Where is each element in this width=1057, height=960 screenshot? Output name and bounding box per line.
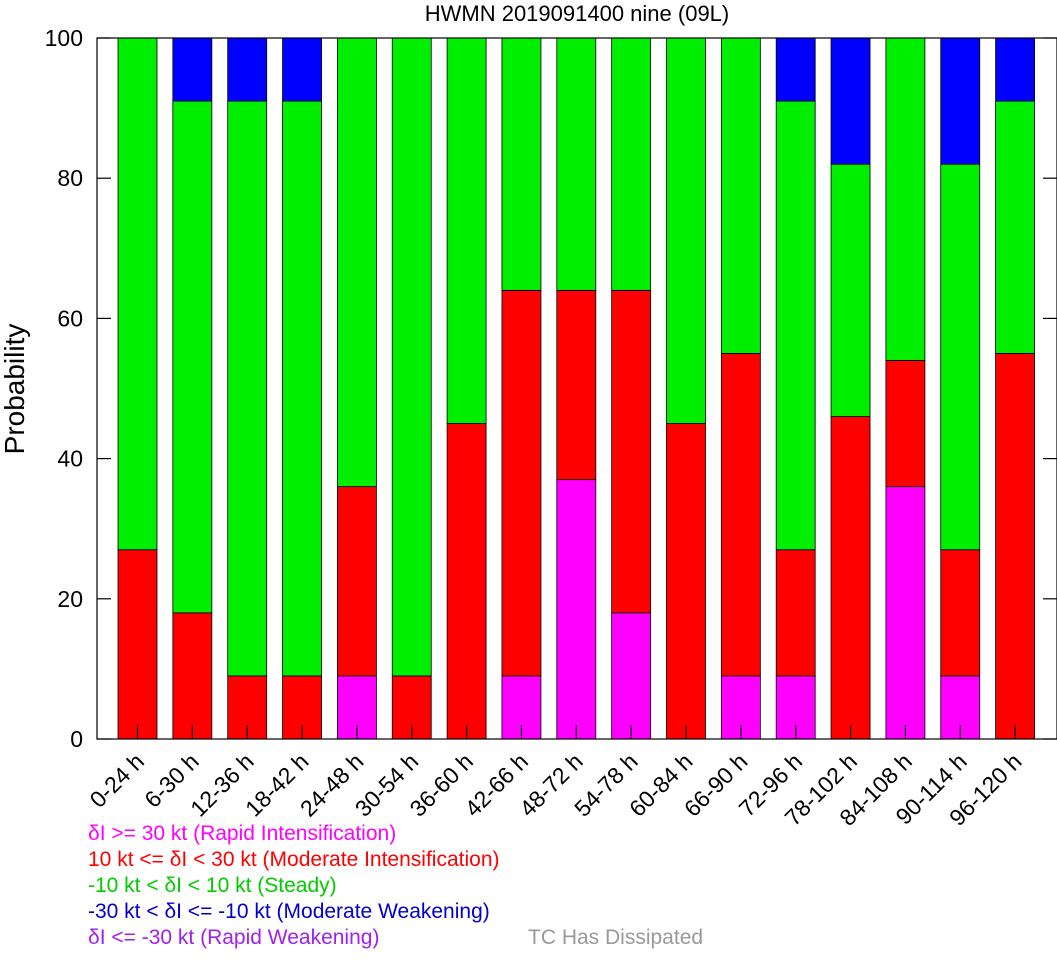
x-tick-label: 0-24 h [85,748,150,813]
y-tick-label: 20 [57,586,83,612]
bar-segment-steady-7 [501,37,542,291]
bar-segment-steady-2 [227,100,268,677]
bar-segment-mi-8 [556,289,597,481]
bar-segment-steady-9 [611,37,652,291]
legend-moderate-weakening: -30 kt < δI <= -10 kt (Moderate Weakenin… [88,900,490,923]
bar-segment-ri-9 [611,612,652,740]
bar-segment-mw-3 [282,37,322,102]
bar-segment-steady-15 [940,163,981,551]
bar-segment-mi-11 [720,353,761,677]
bar-segment-mi-4 [336,486,377,677]
bar-segment-ri-14 [885,486,926,740]
bar-segment-ri-8 [556,479,597,740]
bar-segment-mi-6 [446,423,487,740]
bar-segment-steady-6 [446,37,487,424]
bar-segment-steady-13 [830,163,871,417]
bar-segment-mw-12 [775,37,816,102]
bar-segment-steady-0 [117,37,158,551]
bar-segment-steady-1 [172,100,213,614]
bar-segment-mi-1 [172,612,213,740]
bar-segment-steady-10 [666,37,706,424]
bar-segment-steady-11 [720,37,761,354]
bar-segment-mi-12 [775,549,816,677]
bar-segment-steady-14 [885,37,926,361]
bar-segment-mw-13 [830,37,871,165]
legend-rapid-weakening: δI <= -30 kt (Rapid Weakening) [88,926,380,949]
legend-dissipated: TC Has Dissipated [528,926,704,949]
bar-segment-mi-14 [885,360,926,488]
legend-moderate-intensification: 10 kt <= δI < 30 kt (Moderate Intensific… [88,848,500,871]
y-tick-label: 40 [57,446,83,472]
bar-segment-mw-2 [227,37,268,102]
legend: δI >= 30 kt (Rapid Intensification) 10 k… [88,821,500,951]
y-tick-label: 60 [57,305,83,331]
bar-segment-mi-9 [611,289,652,614]
bars-layer [117,37,1035,740]
bar-segment-steady-12 [775,100,816,551]
y-tick-label: 0 [70,726,83,752]
bar-segment-mw-16 [995,37,1035,102]
y-axis-label: Probability [0,324,30,455]
bar-segment-mi-0 [117,549,158,740]
legend-rapid-intensification: δI >= 30 kt (Rapid Intensification) [88,822,397,845]
bar-segment-steady-8 [556,37,597,291]
bar-segment-mi-7 [501,289,542,677]
y-tick-label: 80 [57,165,83,191]
bar-segment-mi-13 [830,416,871,740]
y-tick-label: 100 [45,25,83,51]
legend-steady: -10 kt < δI < 10 kt (Steady) [88,874,337,897]
bar-segment-mi-16 [995,353,1035,740]
bar-segment-steady-16 [995,100,1035,354]
chart-title: HWMN 2019091400 nine (09L) [425,1,730,26]
bar-segment-mi-10 [666,423,706,740]
plot-frame [96,37,1057,740]
bar-segment-mw-15 [940,37,981,165]
bar-segment-steady-4 [336,37,377,488]
bar-segment-mi-15 [940,549,981,677]
bar-segment-mw-1 [172,37,213,102]
bar-segment-steady-5 [391,37,432,677]
bar-segment-steady-3 [282,100,322,677]
